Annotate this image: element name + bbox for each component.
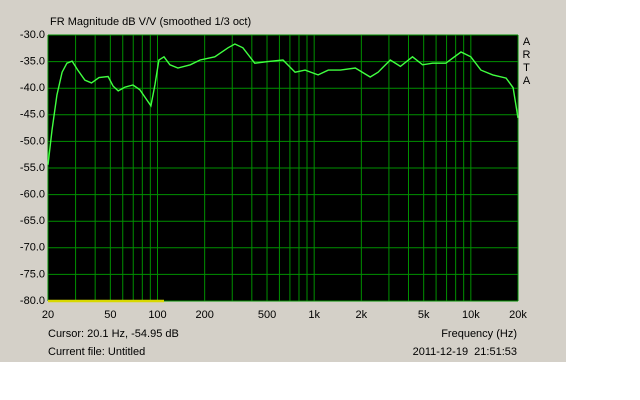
x-axis-label: Frequency (Hz) bbox=[441, 328, 517, 340]
file-text: Current file: Untitled bbox=[48, 346, 145, 358]
data-line bbox=[47, 43, 519, 165]
y-tick-label: -45.0 bbox=[20, 109, 45, 121]
y-tick-label: -65.0 bbox=[20, 215, 45, 227]
y-tick-label: -35.0 bbox=[20, 56, 45, 68]
x-tick-label: 20 bbox=[42, 309, 54, 321]
y-tick-label: -75.0 bbox=[20, 268, 45, 280]
x-tick-label: 2k bbox=[356, 309, 368, 321]
timestamp: 2011-12-19 21:51:53 bbox=[413, 346, 517, 358]
y-tick-label: -30.0 bbox=[20, 29, 45, 41]
y-tick-label: -55.0 bbox=[20, 162, 45, 174]
x-tick-label: 100 bbox=[148, 309, 166, 321]
x-tick-label: 200 bbox=[195, 309, 213, 321]
chart-title: FR Magnitude dB V/V (smoothed 1/3 oct) bbox=[50, 16, 251, 28]
y-tick-label: -40.0 bbox=[20, 82, 45, 94]
x-tick-label: 1k bbox=[308, 309, 320, 321]
cursor-text: Cursor: 20.1 Hz, -54.95 dB bbox=[48, 328, 179, 340]
y-tick-label: -70.0 bbox=[20, 242, 45, 254]
y-tick-label: -60.0 bbox=[20, 189, 45, 201]
y-tick-label: -50.0 bbox=[20, 135, 45, 147]
x-tick-label: 500 bbox=[258, 309, 276, 321]
y-tick-label: -80.0 bbox=[20, 295, 45, 307]
x-tick-label: 5k bbox=[418, 309, 430, 321]
x-tick-label: 10k bbox=[462, 309, 480, 321]
x-tick-label: 50 bbox=[104, 309, 116, 321]
side-label: ARTA bbox=[522, 36, 531, 87]
x-tick-label: 20k bbox=[509, 309, 527, 321]
